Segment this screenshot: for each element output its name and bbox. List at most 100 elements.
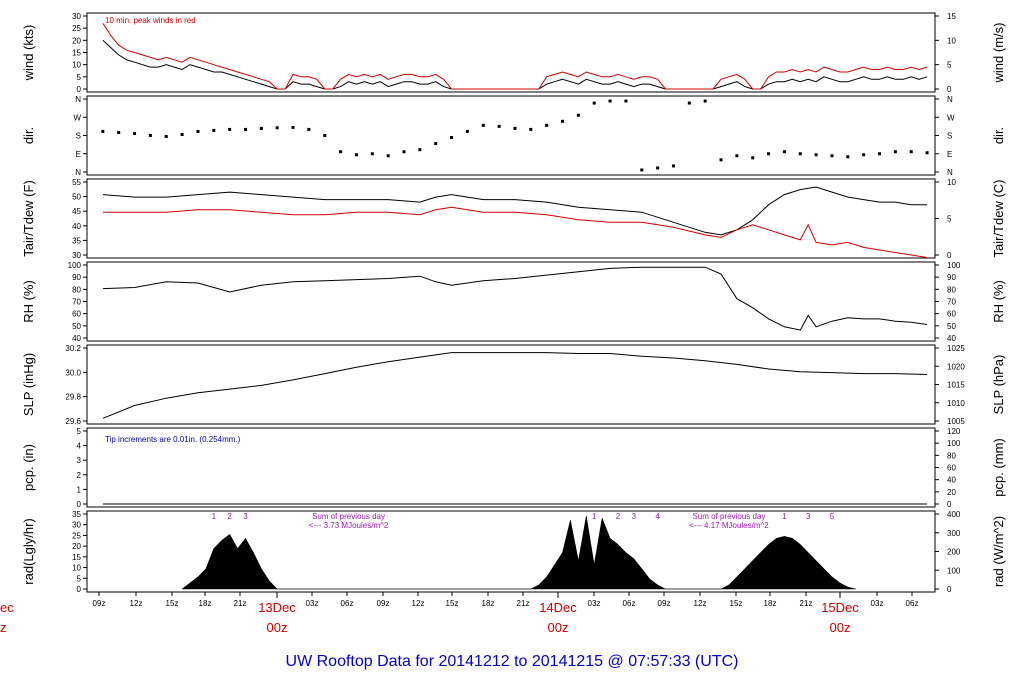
y-tick-label: 29.8 [65,393,81,402]
hour-mark: 1 [212,512,217,521]
direction-point [133,131,137,135]
direction-point [893,150,897,154]
x-tick-label: 06z [623,599,636,608]
y-tick-right-label: 0 [947,85,952,94]
y-tick-right-label: 50 [947,322,956,331]
direction-point [878,152,882,156]
direction-point [244,127,248,131]
y-axis-label: wind (kts) [21,25,36,82]
y-tick-label: 20 [72,542,81,551]
Tdew-line [102,206,928,258]
y-tick-label: 20 [72,36,81,45]
y-tick-right-label: 200 [947,548,961,557]
direction-point [497,124,501,128]
direction-point [228,127,232,131]
y-tick-right-label: 60 [947,310,956,319]
direction-point [846,155,850,159]
x-tick-label: 21z [800,599,813,608]
Tair-line [102,186,928,236]
panel-annotation: Tip increments are 0.01in. (0.254mm.) [105,435,241,444]
y-tick-label: 25 [72,531,81,540]
x-tick-label: 06z [341,599,354,608]
direction-point [624,99,628,103]
hour-mark: 2 [227,512,232,521]
y-axis-label: pcp. (in) [21,444,36,491]
x-tick-label: 15z [730,599,743,608]
panel-annotation: 10 min. peak winds in red [105,16,196,25]
y-tick-right-label: 10 [947,36,956,45]
y-tick-label: 0 [77,585,82,594]
y-tick-label: 70 [72,298,81,307]
y-tick-label: 30 [72,12,81,21]
y-tick-label: 35 [72,510,81,519]
direction-point [656,166,660,170]
direction-point [212,128,216,132]
day-label: 14Dec [539,600,577,615]
direction-point [370,152,374,156]
y-tick-label: 45 [72,207,81,216]
x-tick-label: 12z [412,599,425,608]
y-tick-label: 29.6 [65,417,81,426]
direction-point [465,129,469,133]
x-tick-label: 09z [658,599,671,608]
y-axis-label-right: SLP (hPa) [991,355,1006,415]
direction-point [117,130,121,134]
footer-title: UW Rooftop Data for 20141212 to 20141215… [286,653,739,670]
y-tick-right-label: 80 [947,451,956,460]
direction-point [481,123,485,127]
y-tick-right-label: 100 [947,261,961,270]
direction-point [909,150,913,154]
direction-point [687,101,691,105]
direction-point [782,150,786,154]
direction-point [703,99,707,103]
y-tick-right-label: 20 [947,488,956,497]
y-tick-label: 80 [72,285,81,294]
y-tick-label: 5 [77,574,82,583]
y-tick-right-label: 10 [947,178,956,187]
x-tick-label: 09z [377,599,390,608]
direction-point [925,151,929,155]
day-label: 15Dec [821,600,859,615]
direction-point [418,148,422,152]
y-axis-label-right: Tair/Tdew (C) [991,179,1006,257]
y-tick-right-label: 400 [947,510,961,519]
y-tick-right-label: S [947,132,952,141]
y-tick-right-label: 70 [947,298,956,307]
y-axis-label-right: RH (%) [991,280,1006,323]
y-axis-label: Tair/Tdew (F) [21,180,36,257]
direction-point [434,142,438,146]
y-tick-label: 30.0 [65,368,81,377]
y-tick-label: 90 [72,273,81,282]
y-tick-label: 30 [72,521,81,530]
cut-time-label: z [0,620,7,635]
direction-point [450,136,454,140]
direction-point [196,129,200,133]
y-tick-label: N [75,168,81,177]
day-time-label: 00z [548,620,569,635]
direction-point [275,126,279,130]
x-tick-label: 09z [93,599,106,608]
y-tick-right-label: 40 [947,334,956,343]
y-tick-right-label: 0 [947,251,952,260]
y-tick-label: 30.2 [65,344,81,353]
y-tick-label: 30 [72,251,81,260]
y-tick-label: 25 [72,24,81,33]
y-tick-label: 2 [77,471,82,480]
panel-frame [86,178,936,259]
y-axis-label: RH (%) [21,280,36,323]
y-tick-label: W [73,113,81,122]
hour-mark: 4 [655,512,660,521]
x-tick-label: 15z [166,599,179,608]
x-tick-label: 03z [306,599,319,608]
y-axis-label: rad(Lgly/hr) [21,518,36,584]
panel-4: 40 50 60 70 80 90 100 40 50 60 70 80 90 100 RH (%) RH (… [21,261,1006,343]
panel-3: 30 35 40 45 50 55 0 5 10 Tair/Tdew (F) Tair/Tdew (… [21,178,1006,260]
x-tick-label: 21z [234,599,247,608]
y-tick-right-label: 0 [947,585,952,594]
y-axis-label-right: rad (W/m^2) [991,516,1006,587]
y-tick-label: 40 [72,334,81,343]
hour-mark: 3 [243,512,248,521]
x-tick-label: 06z [906,599,919,608]
mean-wind-line [102,39,928,90]
